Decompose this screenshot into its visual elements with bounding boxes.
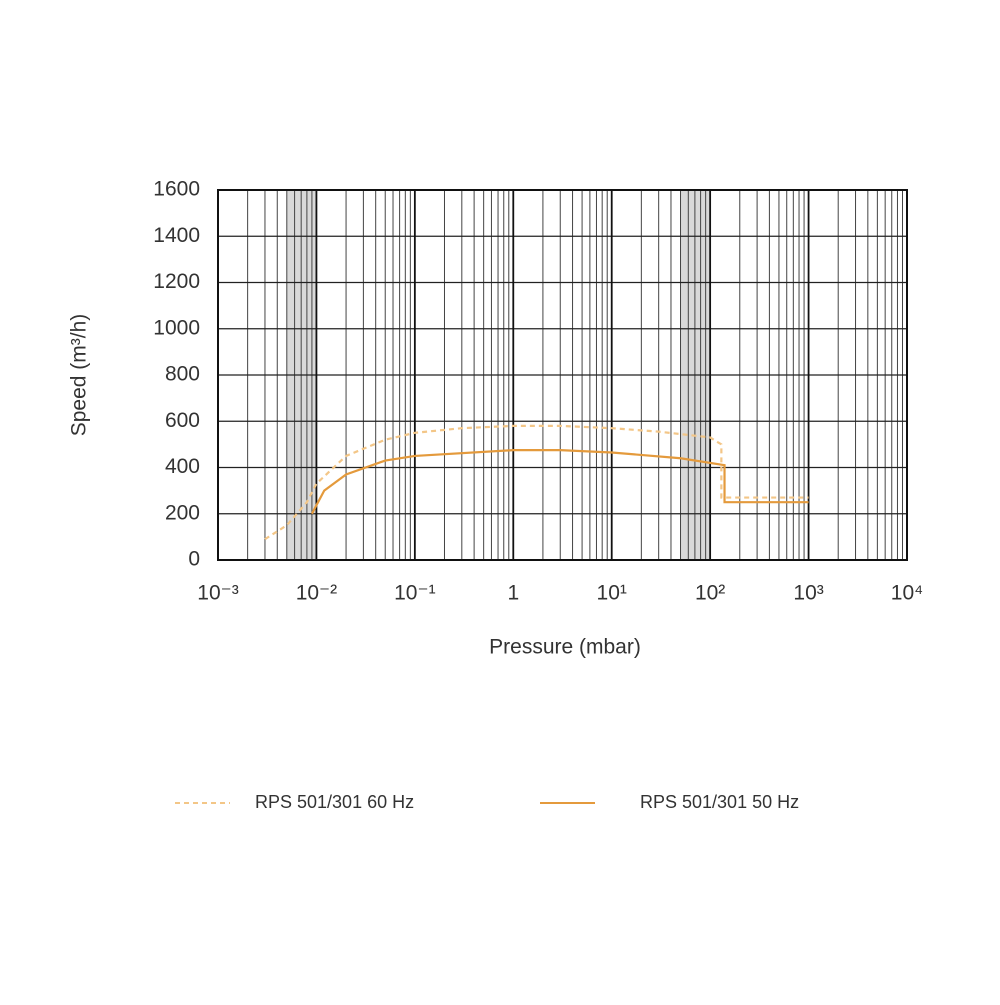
y-tick-label: 1000 (153, 316, 200, 339)
y-axis-label: Speed (m³/h) (68, 314, 91, 437)
x-tick-label: 10⁴ (891, 582, 923, 605)
series-line (264, 424, 809, 541)
y-tick-label: 200 (165, 501, 200, 524)
y-tick-label: 1400 (153, 224, 200, 247)
series-line (310, 449, 809, 515)
x-tick-label: 10⁻² (296, 582, 337, 605)
y-tick-label: 600 (165, 409, 200, 432)
y-tick-label: 1200 (153, 270, 200, 293)
y-tick-label: 800 (165, 363, 200, 386)
x-tick-label: 10³ (793, 582, 823, 605)
x-tick-label: 1 (507, 582, 519, 605)
legend-label: RPS 501/301 60 Hz (255, 792, 414, 812)
x-tick-label: 10⁻¹ (394, 582, 435, 605)
x-tick-label: 10² (695, 582, 725, 605)
x-tick-label: 10⁻³ (197, 582, 238, 605)
y-tick-label: 0 (188, 548, 200, 571)
x-tick-label: 10¹ (597, 582, 627, 605)
y-tick-label: 1600 (153, 178, 200, 201)
legend-label: RPS 501/301 50 Hz (640, 792, 799, 812)
x-axis-label: Pressure (mbar) (489, 636, 641, 659)
plot-frame (217, 189, 908, 561)
y-tick-label: 400 (165, 455, 200, 478)
